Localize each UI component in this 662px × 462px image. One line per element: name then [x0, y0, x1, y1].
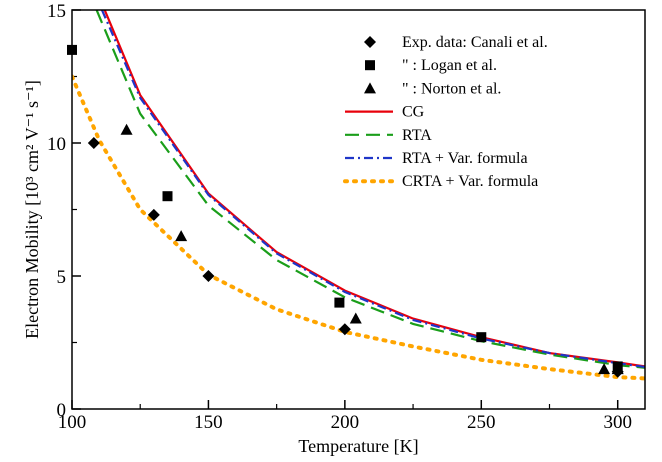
y-tick-label: 5: [57, 267, 67, 288]
y-axis-title: Electron Mobility [10³ cm² V⁻¹ s⁻¹]: [22, 80, 42, 339]
x-tick-label: 150: [194, 412, 223, 433]
legend-marker-exp_canali: [364, 36, 376, 48]
y-tick-label: 0: [57, 400, 67, 421]
data-point-exp_canali: [338, 323, 351, 336]
legend-label-crta_var: CRTA + Var. formula: [402, 173, 538, 190]
x-axis-title: Temperature [K]: [298, 436, 418, 456]
data-point-exp_logan: [476, 332, 487, 343]
plot-frame: [71, 9, 646, 410]
legend-label-exp_norton: " : Norton et al.: [402, 80, 501, 97]
series-line-rta_var: [100, 10, 645, 369]
legend-label-rta_var: RTA + Var. formula: [402, 150, 528, 167]
data-point-exp_canali: [147, 208, 160, 221]
legend-marker-exp_norton: [364, 82, 376, 94]
data-point-exp_norton: [611, 363, 624, 375]
x-tick-label: 250: [467, 412, 496, 433]
legend: Exp. data: Canali et al. " : Logan et al.…: [343, 34, 548, 190]
data-point-exp_logan: [334, 297, 345, 308]
series-line-crta_var: [72, 74, 645, 381]
legend-marker-exp_logan: [365, 60, 375, 71]
x-tick-label: 200: [331, 412, 360, 433]
legend-label-exp_logan: " : Logan et al.: [402, 57, 497, 74]
legend-label-cg: CG: [402, 104, 425, 121]
series-layer: [67, 10, 645, 381]
x-tick-label: 300: [603, 412, 632, 433]
data-point-exp_norton: [349, 312, 362, 324]
data-point-exp_logan: [162, 191, 173, 202]
lines-layer: [72, 10, 645, 381]
data-point-exp_norton: [598, 363, 611, 375]
axis-ticks: 100 150 200 250 300 0 5 10 15: [47, 1, 632, 433]
x-tick-label: 100: [58, 412, 87, 433]
y-tick-label: 15: [47, 1, 66, 22]
series-line-rta: [95, 10, 645, 369]
data-point-exp_norton: [175, 230, 188, 242]
data-point-exp_canali: [87, 137, 100, 149]
legend-label-exp_canali: Exp. data: Canali et al.: [402, 34, 548, 51]
data-point-exp_canali: [202, 270, 215, 282]
y-tick-label: 10: [47, 134, 66, 155]
legend-label-rta: RTA: [402, 127, 432, 144]
data-point-exp_norton: [120, 123, 133, 135]
